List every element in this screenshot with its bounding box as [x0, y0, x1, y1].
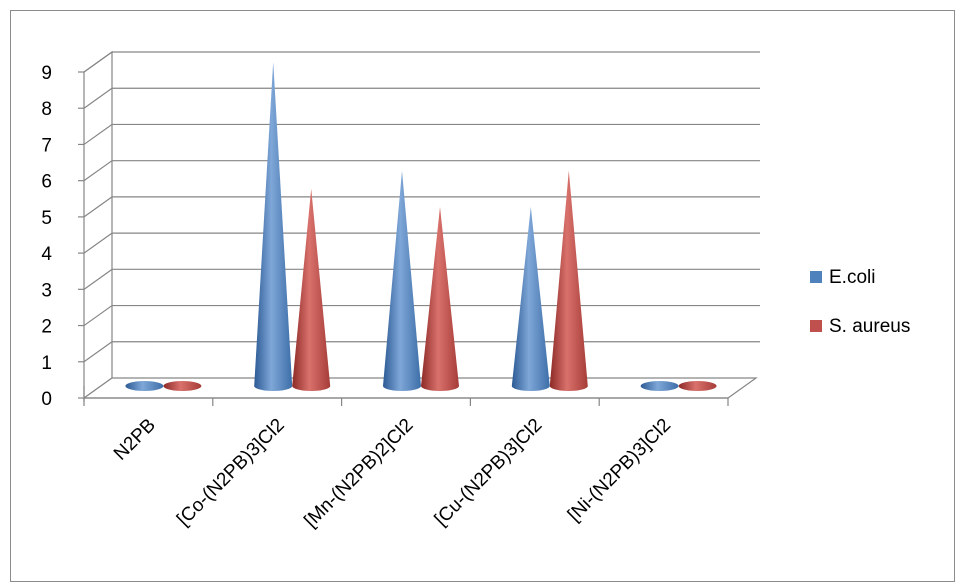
cone-base-s-aureus [678, 381, 717, 391]
cone-s-aureus [292, 188, 331, 392]
gridline [83, 160, 760, 182]
y-axis-ticks: 0 1 2 3 4 5 6 7 8 9 [41, 63, 84, 410]
y-tick-label: 4 [41, 244, 52, 265]
gridline [83, 304, 760, 327]
legend-swatch [810, 320, 822, 332]
category-label: [Co-(N2PB)3]Cl2 [173, 415, 289, 531]
legend-swatch [810, 271, 822, 283]
cone-e-coli [254, 62, 293, 392]
category-label: [Ni-(N2PB)3]Cl2 [564, 415, 675, 526]
cone-base-e-coli [125, 381, 164, 391]
cones [125, 62, 717, 392]
y-tick-label: 3 [41, 280, 52, 301]
category-labels: N2PB [Co-(N2PB)3]Cl2 [Mn-(N2PB)2]Cl2 [Cu-(N… [110, 415, 675, 532]
y-tick-label: 5 [41, 208, 52, 229]
legend: E.coli S. aureus [810, 267, 910, 337]
gridline [83, 196, 760, 218]
chart-frame [10, 10, 955, 582]
category-label: [Cu-(N2PB)3]Cl2 [431, 415, 547, 531]
gridline [83, 123, 760, 145]
gridline [83, 51, 760, 73]
y-tick-label: 9 [41, 63, 52, 84]
y-tick-label: 8 [41, 99, 52, 120]
chart-walls [82, 50, 758, 400]
legend-label: S. aureus [829, 316, 910, 337]
gridline [83, 87, 760, 109]
legend-label: E.coli [829, 267, 875, 288]
gridline [83, 268, 760, 290]
y-tick-label: 6 [41, 172, 52, 193]
side-wall [83, 50, 113, 400]
x-axis [83, 386, 729, 406]
cone-base-s-aureus [163, 381, 202, 391]
cone-s-aureus [549, 170, 588, 392]
cone-base-e-coli [640, 381, 679, 391]
gridline [83, 232, 760, 254]
category-label: N2PB [110, 415, 160, 465]
y-tick-label: 1 [41, 353, 52, 374]
cone-s-aureus [421, 206, 459, 391]
cone-e-coli [383, 170, 421, 391]
y-tick-label: 0 [41, 389, 52, 410]
y-tick-label: 2 [41, 317, 52, 338]
gridlines [83, 51, 760, 363]
gridline [83, 341, 760, 363]
cone-e-coli [511, 206, 550, 392]
category-label: [Mn-(N2PB)2]Cl2 [300, 415, 417, 532]
y-tick-label: 7 [41, 135, 52, 156]
